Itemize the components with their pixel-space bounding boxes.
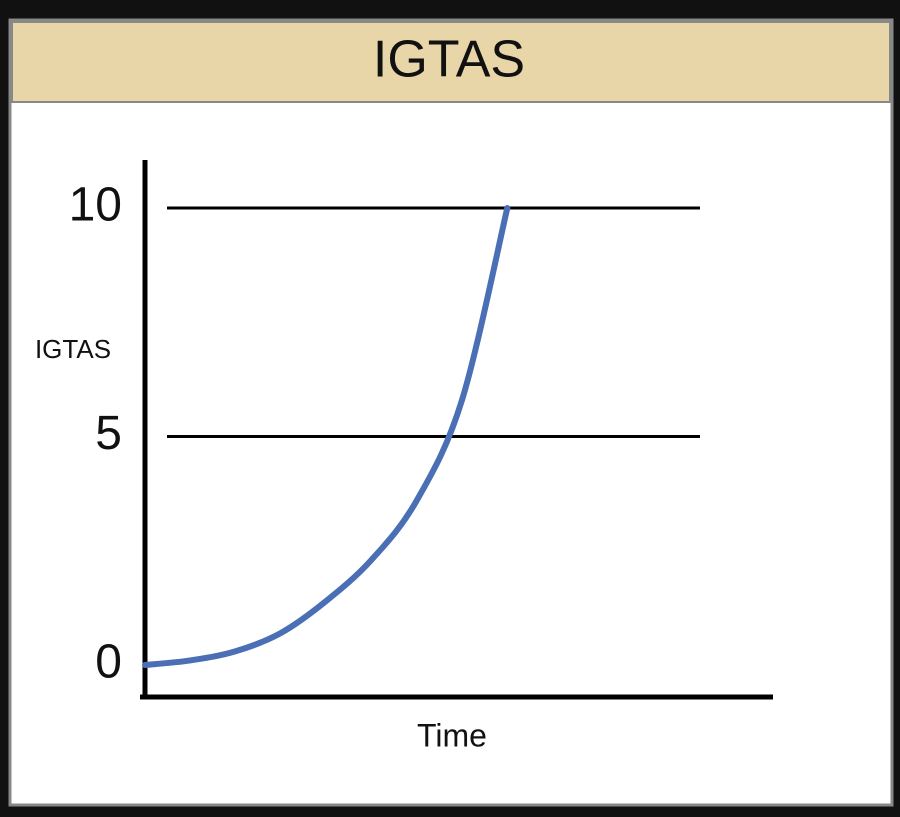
chart-title: IGTAS xyxy=(373,31,525,89)
panel xyxy=(8,18,894,807)
line xyxy=(142,205,511,668)
y-tick-label: 5 xyxy=(95,407,122,460)
title-band xyxy=(11,21,891,103)
y-tick-label: 0 xyxy=(95,636,122,689)
y-tick-label: 10 xyxy=(69,179,122,232)
x-axis-label: Time xyxy=(417,717,487,753)
y-axis-label: IGTAS xyxy=(35,334,111,364)
